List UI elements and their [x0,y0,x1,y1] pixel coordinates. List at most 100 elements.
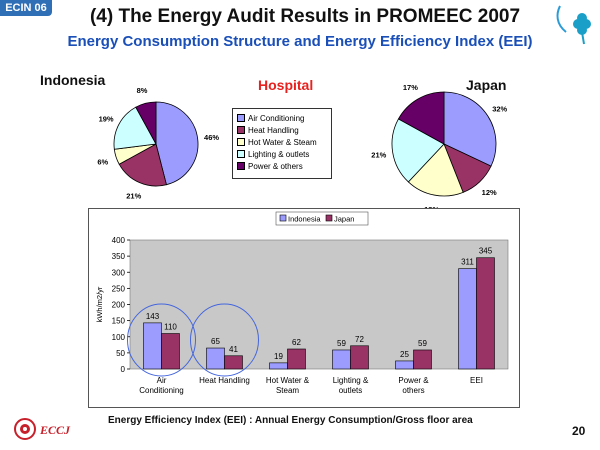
pie-legend-label: Power & others [248,161,303,171]
y-tick-label: 0 [121,365,126,374]
bar-indonesia-0 [143,322,162,370]
pie-legend: Air Conditioning Heat Handling Hot Water &… [232,108,332,179]
japan-pie-slice-label-2: 18% [424,205,439,208]
y-tick-label: 100 [112,333,126,342]
bar-value-label: 345 [479,247,493,256]
bar-japan-0 [161,333,180,370]
bar-value-label: 311 [461,258,474,267]
x-category-label: EEI [470,376,483,385]
slide-title: (4) The Energy Audit Results in PROMEEC … [89,6,521,27]
bar-indonesia-3 [332,349,351,370]
x-category-label: Conditioning [139,386,183,395]
pie-legend-label: Air Conditioning [248,113,305,123]
pie-legend-item: Hot Water & Steam [233,136,331,148]
bar-value-label: 41 [229,345,238,354]
japan-pie-title: Japan [466,77,507,93]
pie-legend-item: Air Conditioning [233,112,331,124]
bar-value-label: 62 [292,338,301,347]
bar-value-label: 59 [337,339,346,348]
bar-value-label: 143 [146,312,160,321]
indonesia-pie-slice-label-2: 6% [97,157,108,166]
slide-tag: ECIN 06 [0,0,52,16]
page-number: 20 [572,424,586,438]
indonesia-pie-slice-4 [135,101,157,145]
indonesia-pie-title: Indonesia [40,72,106,88]
clover-logo-icon [556,5,591,45]
japan-pie-slice-label-3: 21% [371,150,386,159]
y-tick-label: 50 [116,349,125,358]
bar-japan-1 [224,355,243,370]
bar-value-label: 110 [164,323,177,332]
y-axis-label: kWh/m2/yr [95,286,104,322]
bar-japan-3 [350,345,369,370]
bar-indonesia-4 [395,360,414,370]
pie-legend-swatch [237,114,245,122]
bar-japan-4 [413,349,432,370]
bar-chart: 0 50 100 150 200 250 300 350 400 kWh/m2/yr Indones… [88,208,520,408]
japan-pie-slice-4 [397,91,445,145]
y-tick-label: 350 [112,252,126,261]
x-category-label: others [402,386,424,395]
highlight-circle [127,303,196,377]
indonesia-pie-slice-3 [113,106,157,150]
x-category-label: Air [157,376,167,385]
bar-value-label: 25 [400,350,409,359]
y-tick-label: 250 [112,284,126,293]
highlight-circle [190,303,259,377]
pie-legend-item: Lighting & outlets [233,148,331,160]
japan-pie-slice-0 [443,91,497,167]
slide-subtitle: Energy Consumption Structure and Energy … [67,33,533,50]
bar-legend-swatch [325,214,333,222]
x-category-label: Lighting & [333,376,369,385]
indonesia-pie-slice-label-3: 19% [99,115,114,124]
y-tick-label: 150 [112,317,126,326]
bar-value-label: 72 [355,335,364,344]
pie-legend-swatch [237,138,245,146]
bar-value-label: 65 [211,337,220,346]
pie-legend-label: Lighting & outlets [248,149,310,159]
bar-plot-area [129,239,509,370]
japan-pie-slice-label-4: 17% [403,84,418,92]
x-category-label: Power & [398,376,429,385]
japan-pie-slice-3 [391,118,445,183]
indonesia-pie-slice-1 [118,143,167,187]
pie-legend-label: Hot Water & Steam [248,137,317,147]
hospital-label: Hospital [258,77,314,93]
indonesia-pie-slice-0 [155,101,199,186]
pie-legend-item: Heat Handling [233,124,331,136]
bar-legend-label: Indonesia [288,215,321,224]
eccj-logo-text: ECCJ [40,423,71,437]
japan-pie-slice-label-1: 12% [482,188,497,197]
japan-pie-chart: 32% 12% 18% 21% 17% [371,84,507,208]
indonesia-pie-slice-label-1: 21% [126,191,141,200]
bar-japan-2 [287,348,306,370]
y-tick-label: 400 [112,236,126,245]
japan-pie-slice-label-0: 32% [492,105,507,114]
x-category-label: Steam [276,386,299,395]
eccj-logo-icon [14,418,36,440]
bar-legend-swatch [279,214,287,222]
indonesia-pie-slice-label-0: 46% [204,133,219,142]
bar-indonesia-2 [269,362,288,370]
bar-value-label: 59 [418,339,427,348]
pie-legend-swatch [237,150,245,158]
japan-pie-slice-2 [407,143,464,197]
bar-legend-label: Japan [334,215,354,224]
footer-note: Energy Efficiency Index (EEI) : Annual E… [108,415,473,426]
pie-legend-swatch [237,126,245,134]
bar-value-label: 19 [274,352,283,361]
y-tick-label: 300 [112,268,126,277]
indonesia-pie-slice-label-4: 8% [137,88,148,95]
bar-legend [275,211,369,226]
pie-legend-swatch [237,162,245,170]
pie-legend-label: Heat Handling [248,125,299,135]
bar-indonesia-1 [206,347,225,370]
indonesia-pie-chart: 46% 21% 6% 19% 8% [97,88,219,200]
x-category-label: Hot Water & [266,376,310,385]
x-category-label: outlets [339,386,363,395]
y-tick-label: 200 [112,301,126,310]
bar-japan-5 [476,257,495,370]
x-category-label: Heat Handling [199,376,250,385]
pie-legend-item: Power & others [233,160,331,172]
bar-indonesia-5 [458,268,477,370]
